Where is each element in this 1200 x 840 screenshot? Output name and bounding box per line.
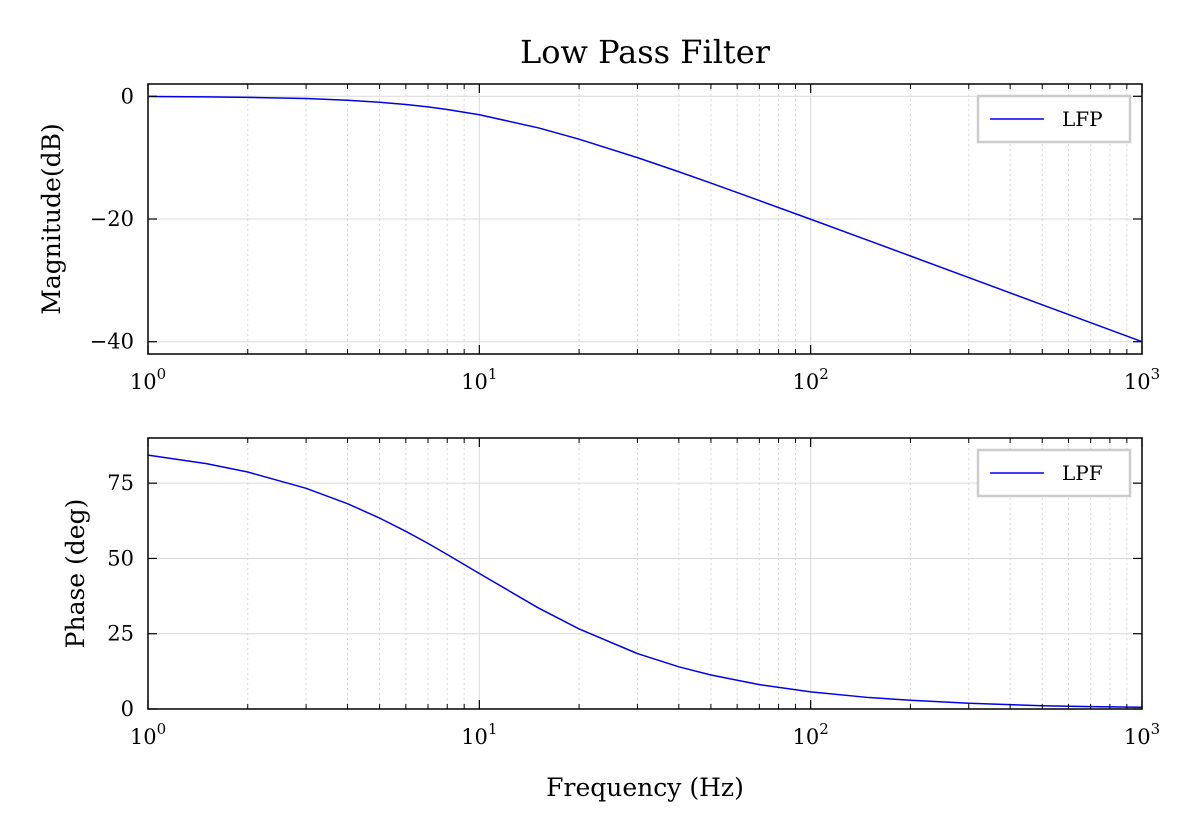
magnitude-y-tick-label: −40 — [90, 330, 134, 354]
magnitude-series-line — [147, 95, 1143, 343]
phase-panel: 100 101 102 103 0 25 50 75 Phase (deg) Frequency … — [61, 437, 1160, 802]
phase-y-tick-label: 25 — [107, 622, 134, 646]
phase-x-tick-label: 102 — [793, 720, 829, 749]
phase-y-tick-label: 50 — [107, 546, 134, 570]
phase-x-tick-label: 100 — [130, 720, 166, 749]
magnitude-x-tick-label: 102 — [793, 365, 829, 394]
magnitude-legend-label: LFP — [1062, 107, 1103, 131]
magnitude-legend-box — [976, 94, 1132, 144]
magnitude-panel: 100 101 102 103 0 −20 −40 Magnitude(dB) LFP — [37, 83, 1160, 394]
phase-y-tick-label: 75 — [107, 471, 134, 495]
magnitude-legend: LFP — [976, 94, 1132, 144]
magnitude-y-tick-label: −20 — [90, 207, 134, 231]
phase-y-tick-label: 0 — [121, 697, 134, 721]
phase-legend-label: LPF — [1062, 461, 1103, 485]
magnitude-x-tick-label: 101 — [461, 365, 497, 394]
phase-x-tick-label: 101 — [461, 720, 497, 749]
phase-axes-frame — [147, 437, 1143, 710]
magnitude-y-axis-label: Magnitude(dB) — [37, 123, 66, 314]
phase-x-tick-label: 103 — [1124, 720, 1160, 749]
magnitude-y-tick-label: 0 — [121, 84, 134, 108]
phase-x-axis-label: Frequency (Hz) — [546, 773, 744, 802]
magnitude-x-tick-label: 103 — [1124, 365, 1160, 394]
figure-title: Low Pass Filter — [520, 33, 771, 71]
phase-series-line — [147, 454, 1143, 708]
phase-y-axis-label: Phase (deg) — [61, 499, 90, 649]
magnitude-x-tick-label: 100 — [130, 365, 166, 394]
phase-legend: LPF — [976, 448, 1132, 498]
